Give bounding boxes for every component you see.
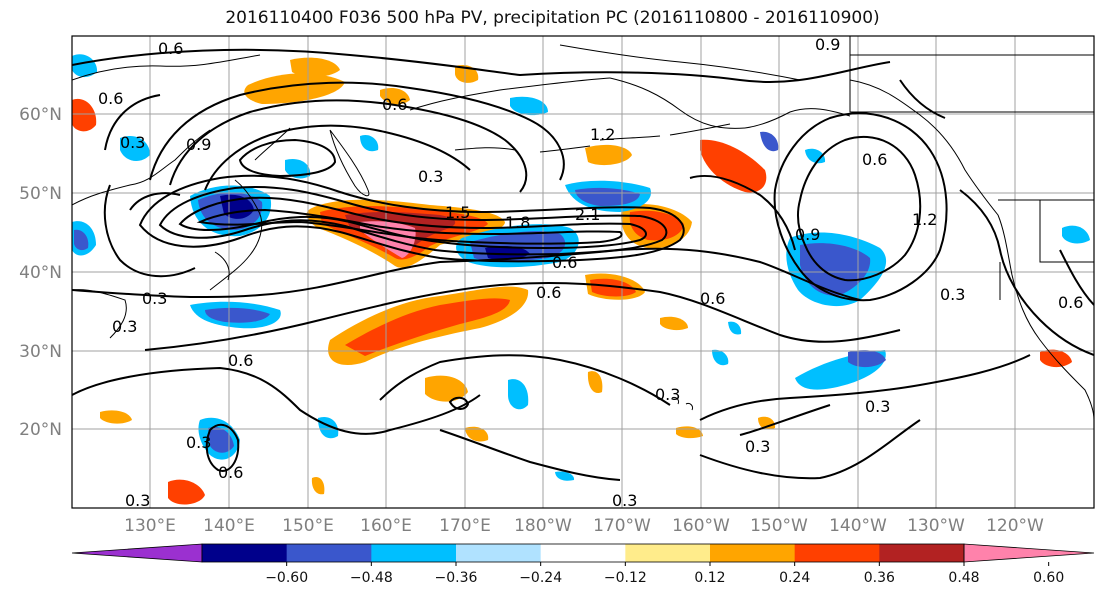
contour-label: 0.6: [218, 463, 243, 482]
contour-label: 1.5: [445, 203, 470, 222]
lon-label: 160°W: [672, 516, 730, 536]
colorbar-segment: [456, 544, 542, 562]
colorbar-segments: [71, 543, 1095, 563]
colorbar-tick-label: 0.60: [1033, 570, 1064, 586]
contour-label: 2.1: [575, 205, 600, 224]
map-title: 2016110400 F036 500 hPa PV, precipitatio…: [225, 8, 880, 28]
colorbar-tick-label: 0.24: [779, 570, 810, 586]
contour-label: 0.3: [612, 491, 637, 510]
colorbar-ticks: −0.60 −0.48 −0.36 −0.24 −0.12 0.12 0.24 0.36 0.4…: [265, 562, 1064, 586]
contour-label: 0.3: [865, 397, 890, 416]
contour-label: 0.6: [552, 253, 577, 272]
coastlines: [72, 44, 1094, 421]
contour-label: 0.6: [158, 39, 183, 58]
colorbar-tick-label: −0.48: [350, 570, 393, 586]
colorbar-segment: [794, 544, 880, 562]
contour-label: 0.9: [186, 135, 211, 154]
contour-label: 0.6: [228, 351, 253, 370]
lat-label: 60°N: [19, 105, 62, 125]
lon-label: 150°W: [750, 516, 808, 536]
lon-label: 180°W: [514, 516, 572, 536]
contour-label: 0.3: [418, 167, 443, 186]
contour-label: 0.3: [142, 289, 167, 308]
contour-label: 1.2: [912, 210, 937, 229]
colorbar-segment: [879, 544, 965, 562]
colorbar-extend-high: [963, 543, 1095, 563]
contour-label: 0.3: [745, 437, 770, 456]
lon-label: 130°W: [907, 516, 965, 536]
contour-label: 0.9: [795, 225, 820, 244]
lon-label: 150°E: [282, 516, 334, 536]
colorbar-tick-label: −0.12: [604, 570, 647, 586]
contour-label: 0.9: [815, 35, 840, 54]
contour-label: 0.6: [862, 150, 887, 169]
longitude-labels: 130°E 140°E 150°E 160°E 170°E 180°W 170°…: [124, 516, 1044, 536]
lon-label: 160°E: [360, 516, 412, 536]
contour-label: 0.3: [186, 433, 211, 452]
colorbar-segment: [286, 544, 372, 562]
colorbar-segment: [371, 544, 457, 562]
colorbar-tick-label: 0.48: [948, 570, 979, 586]
colorbar-segment: [540, 544, 626, 562]
lon-label: 170°W: [593, 516, 651, 536]
lat-label: 40°N: [19, 263, 62, 283]
contour-label: 0.6: [98, 89, 123, 108]
colorbar-segment: [710, 544, 796, 562]
colorbar-tick-label: −0.60: [265, 570, 308, 586]
colorbar-outline: [201, 543, 965, 563]
borders: [849, 36, 1094, 300]
map-panel: 0.6 0.9 0.6 0.6 0.3 1.2 0.9 0.3 1.8 2.1 …: [72, 35, 1094, 510]
contour-label: 0.6: [536, 283, 561, 302]
contour-label: 0.3: [940, 285, 965, 304]
contour-label: 0.3: [655, 385, 680, 404]
contour-label: 0.6: [1058, 293, 1083, 312]
colorbar-tick-label: −0.24: [519, 570, 562, 586]
contour-label: 0.3: [112, 317, 137, 336]
map-frame: [71, 35, 1095, 509]
lat-label: 50°N: [19, 184, 62, 204]
lat-label: 30°N: [19, 342, 62, 362]
lon-label: 170°E: [439, 516, 491, 536]
contour-labels: 0.6 0.9 0.6 0.6 0.3 1.2 0.9 0.3 1.8 2.1 …: [98, 35, 1083, 510]
contour-label: 1.8: [505, 213, 530, 232]
lat-label: 20°N: [19, 420, 62, 440]
colorbar-tick-label: −0.36: [435, 570, 478, 586]
colorbar-tick-label: 0.12: [694, 570, 725, 586]
contour-label: 0.3: [120, 133, 145, 152]
contour-label: 0.6: [382, 95, 407, 114]
lon-label: 140°W: [829, 516, 887, 536]
contour-label: 1.2: [590, 125, 615, 144]
latitude-labels: 60°N 50°N 40°N 30°N 20°N: [19, 105, 62, 440]
colorbar: −0.60 −0.48 −0.36 −0.24 −0.12 0.12 0.24 0.36 0.4…: [71, 543, 1095, 586]
colorbar-tick-label: 0.36: [864, 570, 895, 586]
lon-label: 140°E: [203, 516, 255, 536]
colorbar-extend-low: [71, 543, 203, 563]
contour-label: 0.3: [125, 491, 150, 510]
contour-label: 0.6: [700, 289, 725, 308]
pv-contours: [72, 48, 1094, 481]
colorbar-segment: [625, 544, 711, 562]
lon-label: 120°W: [986, 516, 1044, 536]
lon-label: 130°E: [124, 516, 176, 536]
colorbar-segment: [202, 544, 288, 562]
